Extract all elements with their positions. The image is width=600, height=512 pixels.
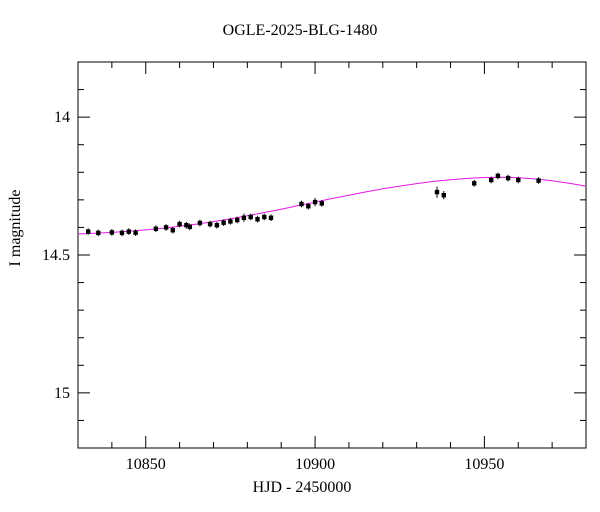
data-point — [505, 175, 511, 181]
data-point — [221, 220, 226, 225]
data-point — [489, 177, 494, 183]
chart-title: OGLE-2025-BLG-1480 — [223, 22, 378, 39]
x-tick-label: 10850 — [126, 456, 166, 473]
data-point — [255, 217, 260, 222]
data-point — [197, 220, 203, 226]
data-point — [319, 201, 324, 206]
data-point — [472, 181, 477, 186]
x-tick-label: 10900 — [295, 456, 335, 473]
data-point — [187, 224, 192, 230]
data-point — [299, 201, 304, 207]
data-point — [170, 228, 175, 233]
data-point — [268, 215, 274, 220]
y-tick-label: 14 — [54, 109, 70, 126]
data-point — [96, 230, 101, 236]
data-point — [495, 173, 501, 179]
data-point — [184, 223, 189, 228]
data-point — [133, 230, 138, 235]
data-point — [109, 230, 115, 235]
plot-frame — [77, 61, 587, 449]
data-point — [434, 189, 440, 195]
data-point — [262, 214, 267, 220]
data-point — [177, 221, 182, 227]
x-tick-label: 10950 — [464, 456, 504, 473]
data-point — [228, 219, 233, 224]
data-point — [153, 226, 159, 231]
data-point — [248, 214, 253, 220]
data-point — [126, 229, 131, 234]
x-axis-label: HJD - 2450000 — [253, 479, 352, 496]
y-tick-label: 14.5 — [42, 247, 70, 264]
data-point — [516, 177, 521, 183]
data-point — [312, 199, 318, 205]
y-axis-label: I magnitude — [7, 190, 24, 267]
y-tick-label: 15 — [54, 385, 70, 402]
data-point — [163, 225, 169, 230]
data-point — [441, 193, 446, 198]
plot-layer: 10850 10900 10950 14 14.5 15 — [42, 61, 587, 473]
data-point — [86, 229, 91, 234]
data-point — [207, 221, 213, 227]
data-point — [306, 204, 311, 209]
data-point — [536, 178, 541, 183]
data-point — [214, 223, 220, 228]
data-point — [235, 217, 240, 223]
data-point — [241, 215, 247, 220]
data-point — [119, 230, 125, 236]
model-curve — [77, 176, 587, 235]
